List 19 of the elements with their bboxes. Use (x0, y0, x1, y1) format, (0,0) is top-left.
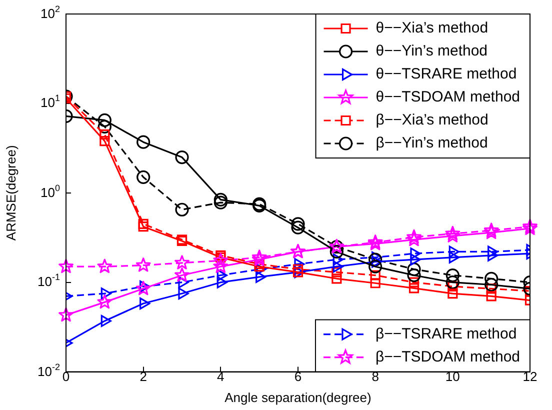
legend-label: β−−Yin’s method (376, 134, 488, 152)
legend-label: θ−−TSRARE method (376, 66, 517, 83)
x-tick-label: 0 (62, 369, 70, 384)
x-tick-label: 10 (445, 369, 460, 384)
y-tick-label: 10$^{0}$ (40, 182, 60, 202)
legend-label: β−−Xia’s method (376, 112, 488, 129)
legend-label: θ−−Xia’s method (376, 20, 488, 37)
legend-label: θ−−Yin’s method (376, 42, 488, 60)
y-tick-label: 10$^{2}$ (40, 4, 60, 23)
y-tick-label: 10$^{-1}$ (38, 272, 60, 292)
legend-label: β−−TSDOAM method (375, 348, 520, 366)
y-tick-label: 10$^{1}$ (40, 93, 60, 112)
x-tick-label: 12 (522, 369, 538, 384)
legend-label: β−−TSRARE method (375, 325, 517, 342)
y-axis-title: ARMSE(degree) (3, 145, 18, 241)
y-tick-label: 10$^{-2}$ (38, 362, 60, 381)
x-axis-title: Angle separation(degree) (224, 390, 372, 405)
x-tick-label: 4 (217, 369, 224, 384)
legend-label: θ−−TSDOAM method (376, 88, 520, 106)
